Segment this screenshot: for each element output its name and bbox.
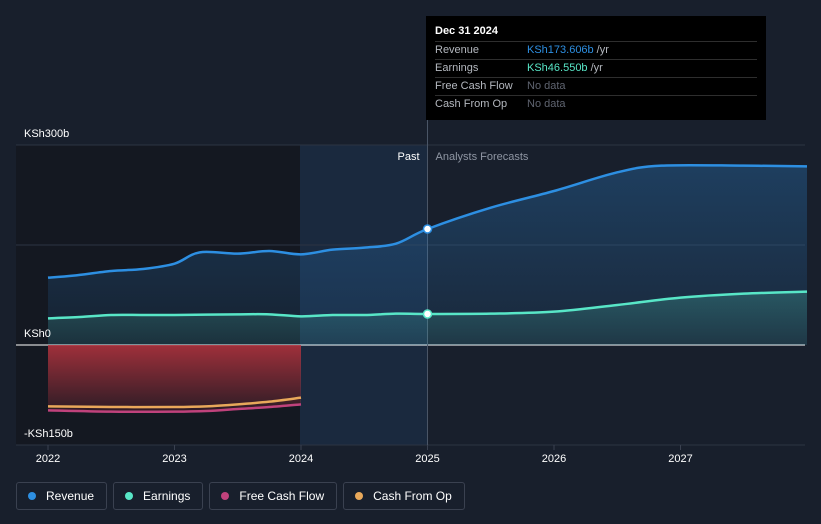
- chart-area: KSh300b KSh0 -KSh150b 2022 2023 2024 2025 2026 2…: [16, 120, 808, 465]
- tooltip-earnings-value: KSh46.550b: [527, 62, 588, 74]
- tooltip-row-label: Earnings: [435, 62, 479, 74]
- y-tick-label: -KSh150b: [24, 428, 73, 440]
- legend-label: Revenue: [46, 489, 95, 503]
- x-tick-label: 2026: [542, 453, 566, 465]
- tooltip-row-label: Cash From Op: [435, 98, 508, 110]
- past-label: Past: [397, 151, 419, 163]
- tooltip-unit: /yr: [590, 62, 603, 74]
- tooltip-fcf-value: No data: [527, 80, 566, 92]
- legend-item-earnings[interactable]: Earnings: [113, 482, 204, 510]
- revenue-area: [48, 165, 807, 345]
- x-tick-label: 2023: [162, 453, 186, 465]
- legend-label: Cash From Op: [373, 489, 452, 503]
- revenue-line: [47, 163, 808, 279]
- revenue-dot-icon: [28, 492, 36, 500]
- y-tick-label: KSh300b: [24, 128, 69, 140]
- tooltip-date: Dec 31 2024: [435, 24, 757, 42]
- free-cash-flow-dot-icon: [221, 492, 230, 500]
- tooltip: Dec 31 2024 Revenue KSh173.606b /yr Earn…: [426, 16, 766, 120]
- free-cash-flow-line: [47, 403, 302, 414]
- tooltip-row-earnings: Earnings KSh46.550b /yr: [435, 60, 757, 78]
- negative-cashflow-area: [48, 345, 301, 412]
- tooltip-row-label: Free Cash Flow: [435, 80, 513, 92]
- legend: Revenue Earnings Free Cash Flow Cash Fro…: [16, 482, 465, 510]
- y-tick-label: KSh0: [24, 328, 51, 340]
- earnings-marker: [422, 309, 433, 319]
- cash-from-op-line: [47, 396, 302, 409]
- tooltip-row-cash-from-op: Cash From Op No data: [435, 96, 757, 113]
- tooltip-revenue-value: KSh173.606b: [527, 44, 594, 56]
- tooltip-unit: /yr: [596, 44, 609, 56]
- tooltip-row-free-cash-flow: Free Cash Flow No data: [435, 78, 757, 96]
- legend-item-revenue[interactable]: Revenue: [16, 482, 108, 510]
- x-tick-label: 2022: [36, 453, 60, 465]
- legend-item-cash-from-op[interactable]: Cash From Op: [343, 482, 465, 510]
- x-tick-label: 2025: [415, 453, 439, 465]
- x-tick-label: 2024: [289, 453, 313, 465]
- tooltip-cfo-value: No data: [527, 98, 566, 110]
- x-tick-label: 2027: [668, 453, 692, 465]
- forecast-label: Analysts Forecasts: [436, 151, 529, 163]
- earnings-line: [47, 290, 808, 320]
- tooltip-row-label: Revenue: [435, 44, 480, 56]
- legend-item-free-cash-flow[interactable]: Free Cash Flow: [209, 482, 338, 510]
- earnings-dot-icon: [125, 492, 134, 500]
- legend-label: Earnings: [143, 489, 191, 503]
- cash-from-op-dot-icon: [355, 492, 364, 500]
- legend-label: Free Cash Flow: [239, 489, 325, 503]
- revenue-marker: [422, 224, 433, 234]
- tooltip-row-revenue: Revenue KSh173.606b /yr: [435, 42, 757, 60]
